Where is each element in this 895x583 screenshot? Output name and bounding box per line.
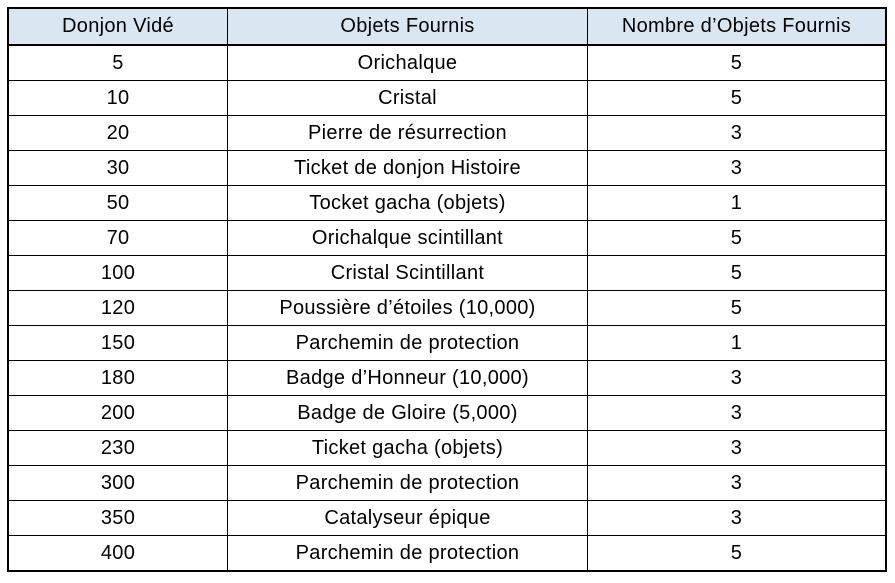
cell-nombre-objets: 5 [586,290,887,326]
cell-objet-fourni: Badge de Gloire (5,000) [227,395,588,431]
cell-donjon-vide: 300 [7,465,228,501]
cell-objet-fourni: Pierre de résurrection [227,115,588,151]
cell-nombre-objets: 3 [586,395,887,431]
cell-nombre-objets: 5 [586,44,887,81]
cell-donjon-vide: 50 [7,185,228,221]
cell-nombre-objets: 5 [586,220,887,256]
cell-donjon-vide: 150 [7,325,228,361]
cell-donjon-vide: 30 [7,150,228,186]
table-row: 400 Parchemin de protection 5 [7,535,887,572]
header-row: Donjon Vidé Objets Fournis Nombre d’Obje… [7,7,887,46]
cell-objet-fourni: Orichalque [227,44,588,81]
table-row: 300 Parchemin de protection 3 [7,465,887,501]
cell-donjon-vide: 20 [7,115,228,151]
cell-donjon-vide: 350 [7,500,228,536]
cell-nombre-objets: 3 [586,430,887,466]
table-row: 200 Badge de Gloire (5,000) 3 [7,395,887,431]
cell-donjon-vide: 200 [7,395,228,431]
table-row: 180 Badge d’Honneur (10,000) 3 [7,360,887,396]
cell-objet-fourni: Tocket gacha (objets) [227,185,588,221]
cell-donjon-vide: 70 [7,220,228,256]
cell-objet-fourni: Orichalque scintillant [227,220,588,256]
cell-objet-fourni: Badge d’Honneur (10,000) [227,360,588,396]
cell-objet-fourni: Ticket gacha (objets) [227,430,588,466]
table-row: 350 Catalyseur épique 3 [7,500,887,536]
table-body: 5 Orichalque 5 10 Cristal 5 20 Pierre de… [7,44,887,572]
cell-objet-fourni: Catalyseur épique [227,500,588,536]
cell-donjon-vide: 400 [7,535,228,572]
table-row: 30 Ticket de donjon Histoire 3 [7,150,887,186]
dungeon-rewards-table: Donjon Vidé Objets Fournis Nombre d’Obje… [7,7,887,572]
cell-objet-fourni: Poussière d’étoiles (10,000) [227,290,588,326]
cell-objet-fourni: Cristal [227,80,588,116]
table-row: 50 Tocket gacha (objets) 1 [7,185,887,221]
cell-nombre-objets: 3 [586,500,887,536]
table-row: 100 Cristal Scintillant 5 [7,255,887,291]
cell-nombre-objets: 5 [586,535,887,572]
cell-nombre-objets: 3 [586,150,887,186]
cell-nombre-objets: 3 [586,465,887,501]
cell-nombre-objets: 1 [586,185,887,221]
cell-donjon-vide: 100 [7,255,228,291]
cell-nombre-objets: 3 [586,360,887,396]
cell-nombre-objets: 1 [586,325,887,361]
table-row: 150 Parchemin de protection 1 [7,325,887,361]
cell-objet-fourni: Parchemin de protection [227,465,588,501]
cell-nombre-objets: 5 [586,255,887,291]
table-row: 5 Orichalque 5 [7,44,887,81]
cell-objet-fourni: Cristal Scintillant [227,255,588,291]
cell-donjon-vide: 10 [7,80,228,116]
cell-nombre-objets: 5 [586,80,887,116]
table-row: 120 Poussière d’étoiles (10,000) 5 [7,290,887,326]
cell-objet-fourni: Parchemin de protection [227,535,588,572]
cell-donjon-vide: 5 [7,44,228,81]
header-objets-fournis: Objets Fournis [227,7,588,46]
cell-donjon-vide: 120 [7,290,228,326]
table-row: 70 Orichalque scintillant 5 [7,220,887,256]
table-header: Donjon Vidé Objets Fournis Nombre d’Obje… [7,7,887,46]
cell-donjon-vide: 180 [7,360,228,396]
cell-objet-fourni: Parchemin de protection [227,325,588,361]
cell-objet-fourni: Ticket de donjon Histoire [227,150,588,186]
table-row: 10 Cristal 5 [7,80,887,116]
cell-donjon-vide: 230 [7,430,228,466]
table-row: 20 Pierre de résurrection 3 [7,115,887,151]
header-nombre-objets-fournis: Nombre d’Objets Fournis [586,7,887,46]
header-donjon-vide: Donjon Vidé [7,7,228,46]
table-row: 230 Ticket gacha (objets) 3 [7,430,887,466]
cell-nombre-objets: 3 [586,115,887,151]
